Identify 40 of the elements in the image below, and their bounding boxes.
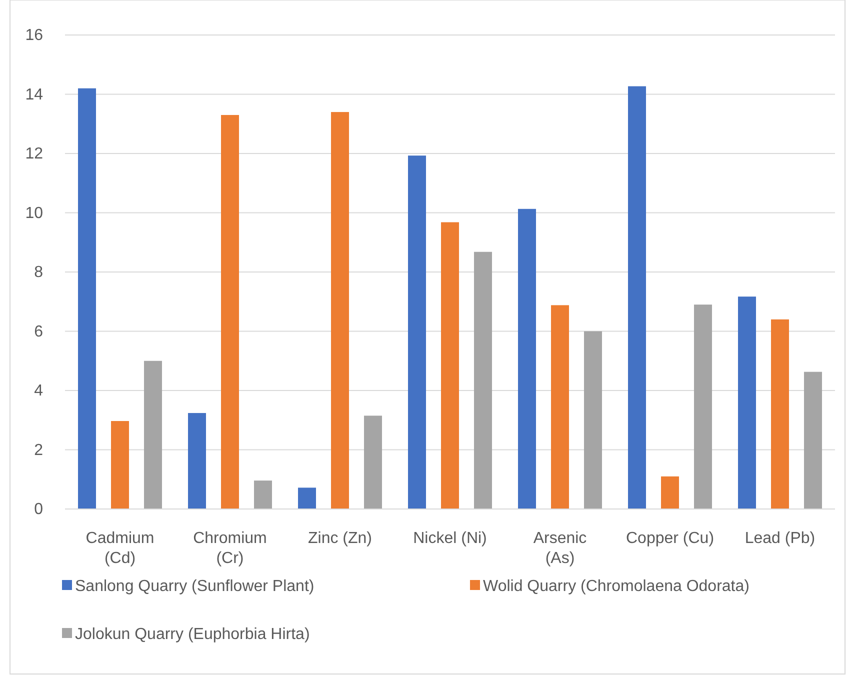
bar (331, 112, 349, 509)
bar (144, 360, 162, 509)
x-tick-label: Chromium (Cr) (193, 530, 267, 567)
bar (694, 304, 712, 509)
y-tick-label: 0 (34, 501, 44, 518)
bar (661, 476, 679, 509)
bar (298, 488, 316, 509)
bar (738, 296, 756, 509)
y-tick-label: 12 (25, 146, 44, 163)
bar (474, 252, 492, 509)
bar (628, 86, 646, 509)
bar (518, 208, 536, 509)
legend-label: Sanlong Quarry (Sunflower Plant) (75, 578, 314, 595)
x-tick-label: Copper (Cu) (626, 530, 714, 547)
x-tick-label: Cadmium (Cd) (86, 530, 154, 567)
x-tick-label: Lead (Pb) (744, 530, 816, 547)
y-tick-label: 8 (34, 264, 44, 282)
bar (111, 421, 129, 509)
y-tick-label: 16 (25, 27, 44, 44)
x-tick-label: Arsenic (As) (533, 530, 587, 567)
legend-label: Jolokun Quarry (Euphorbia Hirta) (75, 626, 310, 643)
bar (254, 480, 272, 509)
bar (771, 319, 789, 509)
x-tick-label: Zinc (Zn) (308, 530, 372, 547)
y-tick-label: 2 (34, 442, 44, 459)
bar (408, 156, 426, 509)
bar (188, 413, 206, 509)
bar (441, 222, 459, 509)
legend-label: Wolid Quarry (Chromolaena Odorata) (483, 578, 750, 595)
bar (804, 372, 822, 509)
y-tick-label: 4 (34, 382, 44, 400)
bar (584, 331, 602, 509)
bar (78, 88, 96, 509)
bar (551, 305, 569, 509)
y-tick-label: 10 (25, 204, 44, 222)
x-tick-label: Nickel (Ni) (413, 530, 487, 547)
y-tick-label: 14 (25, 86, 44, 104)
bar (221, 114, 239, 509)
y-tick-label: 6 (34, 323, 44, 340)
bar (364, 416, 382, 509)
